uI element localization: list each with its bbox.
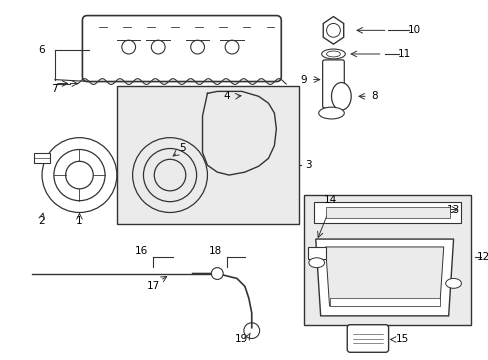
Text: 16: 16	[135, 246, 148, 256]
Bar	[117, 86, 298, 224]
Text: 11: 11	[397, 49, 410, 59]
Text: 15: 15	[395, 334, 408, 345]
Polygon shape	[325, 247, 443, 306]
Text: 5: 5	[179, 144, 186, 153]
Bar	[34, 153, 50, 163]
Ellipse shape	[331, 82, 350, 110]
Polygon shape	[315, 239, 453, 316]
Text: 18: 18	[208, 246, 222, 256]
Text: 19: 19	[235, 334, 248, 345]
Bar	[313, 202, 461, 223]
Circle shape	[211, 267, 223, 279]
Text: 9: 9	[300, 75, 306, 85]
FancyBboxPatch shape	[346, 325, 388, 352]
Text: 17: 17	[146, 281, 160, 291]
Ellipse shape	[318, 107, 344, 119]
Bar	[325, 207, 449, 219]
Text: 7: 7	[51, 85, 58, 94]
Text: 8: 8	[371, 91, 377, 101]
Ellipse shape	[308, 258, 324, 267]
Bar	[304, 195, 470, 325]
FancyBboxPatch shape	[82, 15, 281, 82]
Text: 2: 2	[39, 216, 45, 226]
Text: 10: 10	[407, 25, 420, 35]
Polygon shape	[323, 17, 343, 44]
Text: 14: 14	[323, 195, 336, 205]
Ellipse shape	[445, 278, 461, 288]
Polygon shape	[329, 298, 439, 306]
Text: 13: 13	[446, 204, 459, 215]
Ellipse shape	[321, 49, 345, 59]
Bar	[307, 247, 325, 259]
Text: 6: 6	[39, 45, 45, 55]
FancyBboxPatch shape	[322, 60, 344, 108]
Text: 12: 12	[475, 252, 488, 262]
Text: 1: 1	[76, 216, 82, 226]
Text: 3: 3	[305, 160, 311, 170]
Text: 4: 4	[224, 91, 230, 101]
